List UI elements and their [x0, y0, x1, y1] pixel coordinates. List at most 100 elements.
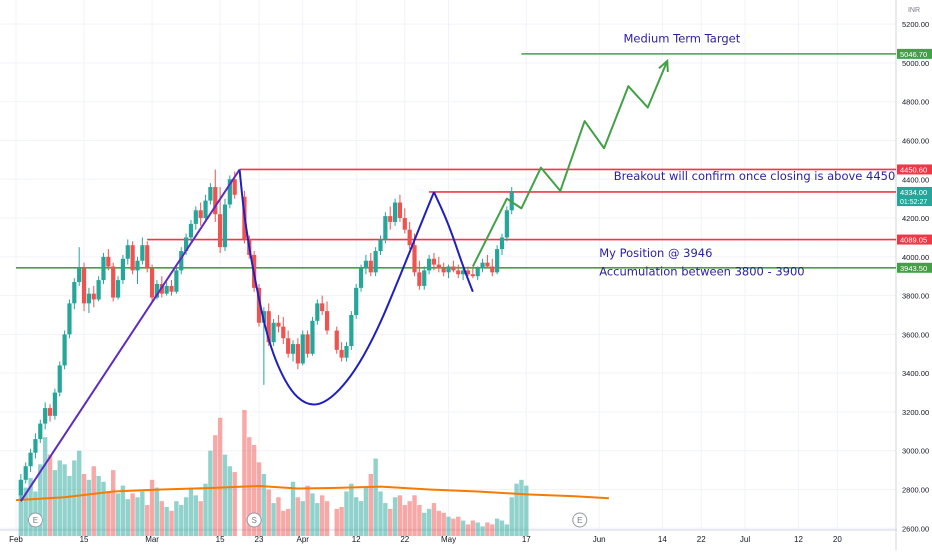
candle — [111, 262, 116, 302]
volume-bar — [465, 524, 471, 537]
candle-body — [169, 285, 174, 292]
volume-bar — [76, 450, 82, 537]
candle — [290, 340, 296, 362]
volume-bar — [261, 473, 267, 537]
event-marker-label: E — [577, 516, 582, 525]
candle — [436, 256, 441, 273]
price-label: 4450.60 — [897, 164, 932, 175]
event-marker-circle[interactable] — [246, 512, 262, 528]
x-tick-label: Jul — [740, 535, 750, 544]
event-marker[interactable]: E — [572, 512, 588, 528]
candle — [446, 264, 451, 279]
candle-body — [130, 245, 135, 271]
candle-body — [290, 344, 296, 354]
candle — [18, 473, 23, 502]
candle — [451, 260, 456, 273]
volume-bar — [368, 473, 373, 537]
candle-body — [232, 179, 237, 195]
candle — [149, 264, 155, 302]
candle-body — [310, 320, 315, 354]
candle — [344, 342, 349, 362]
candle — [52, 388, 57, 420]
event-marker-circle[interactable] — [572, 512, 588, 528]
volume-bar — [96, 475, 101, 537]
event-marker-circle[interactable] — [27, 512, 43, 528]
candle — [334, 326, 339, 354]
projection-arrowhead — [658, 58, 669, 73]
candle — [62, 330, 67, 370]
candle-body — [407, 229, 412, 246]
x-tick-label: 12 — [352, 535, 361, 544]
volume-bar — [524, 485, 529, 537]
price-label-value: 3943.50 — [900, 264, 927, 273]
candle — [402, 208, 407, 234]
volume-bar — [169, 510, 174, 537]
volume-bar — [18, 479, 24, 537]
candle-body — [149, 268, 155, 298]
candle — [363, 254, 369, 275]
candle — [431, 252, 437, 271]
candle-body — [402, 218, 407, 230]
volume-bar — [135, 497, 140, 537]
volume-bar — [509, 497, 514, 537]
candle-body — [368, 260, 373, 273]
price-axis[interactable]: INR 2600.00 2800.00 3000.00 3200.00 3400.00 36… — [897, 0, 932, 550]
candle-body — [363, 260, 369, 269]
candle — [339, 342, 344, 362]
candle — [495, 245, 500, 275]
volume-bar — [373, 458, 378, 537]
trend-drawings — [20, 58, 669, 502]
volume-bar — [120, 485, 126, 537]
candle-body — [38, 423, 43, 440]
volume-bar — [28, 477, 33, 537]
candle — [23, 462, 28, 484]
candle — [213, 169, 218, 222]
volume-bar — [436, 510, 442, 537]
candle-body — [57, 365, 62, 393]
volume-bar — [183, 497, 189, 537]
candle — [115, 276, 121, 300]
candle-body — [23, 466, 28, 480]
time-axis[interactable]: Feb 15 Mar 15 23 Apr 12 22 May 17 Jun 14 22 Jul 12 20 — [9, 535, 842, 544]
volume-bar — [305, 485, 310, 537]
candle-body — [499, 237, 505, 250]
volume-bar — [344, 491, 349, 537]
event-marker[interactable]: S — [246, 512, 262, 528]
candle-body — [456, 270, 461, 275]
candle — [315, 299, 320, 325]
candle — [174, 266, 179, 294]
y-tick-label: 3000.00 — [902, 447, 929, 456]
candle — [33, 433, 38, 459]
event-marker[interactable]: E — [27, 512, 43, 528]
candle-body — [495, 249, 500, 273]
candle-body — [213, 187, 218, 215]
y-tick-label: 2800.00 — [902, 486, 929, 495]
candle — [490, 258, 495, 277]
candle — [295, 338, 300, 370]
candle-body — [436, 264, 441, 269]
candles — [18, 169, 514, 502]
candle-body — [62, 334, 67, 366]
candle — [470, 268, 475, 279]
candle-body — [431, 258, 437, 265]
candle-body — [281, 326, 286, 339]
candle-body — [266, 311, 271, 343]
candle-body — [18, 479, 23, 496]
candle — [38, 419, 43, 443]
price-label: 4089.05 — [897, 234, 932, 245]
candle — [179, 247, 184, 275]
x-tick-label: 23 — [255, 535, 264, 544]
volume-bar — [111, 470, 116, 537]
candle — [276, 315, 281, 333]
volume-bar — [490, 524, 495, 537]
volume-bar — [276, 497, 281, 537]
y-tick-label: 5200.00 — [902, 20, 929, 29]
candle-body — [378, 239, 383, 252]
candle — [125, 239, 130, 265]
volume-bar — [460, 520, 466, 537]
volume-bar — [426, 508, 432, 537]
candle — [222, 198, 228, 252]
candle — [427, 254, 432, 275]
price-label-value: 4089.05 — [900, 236, 927, 245]
